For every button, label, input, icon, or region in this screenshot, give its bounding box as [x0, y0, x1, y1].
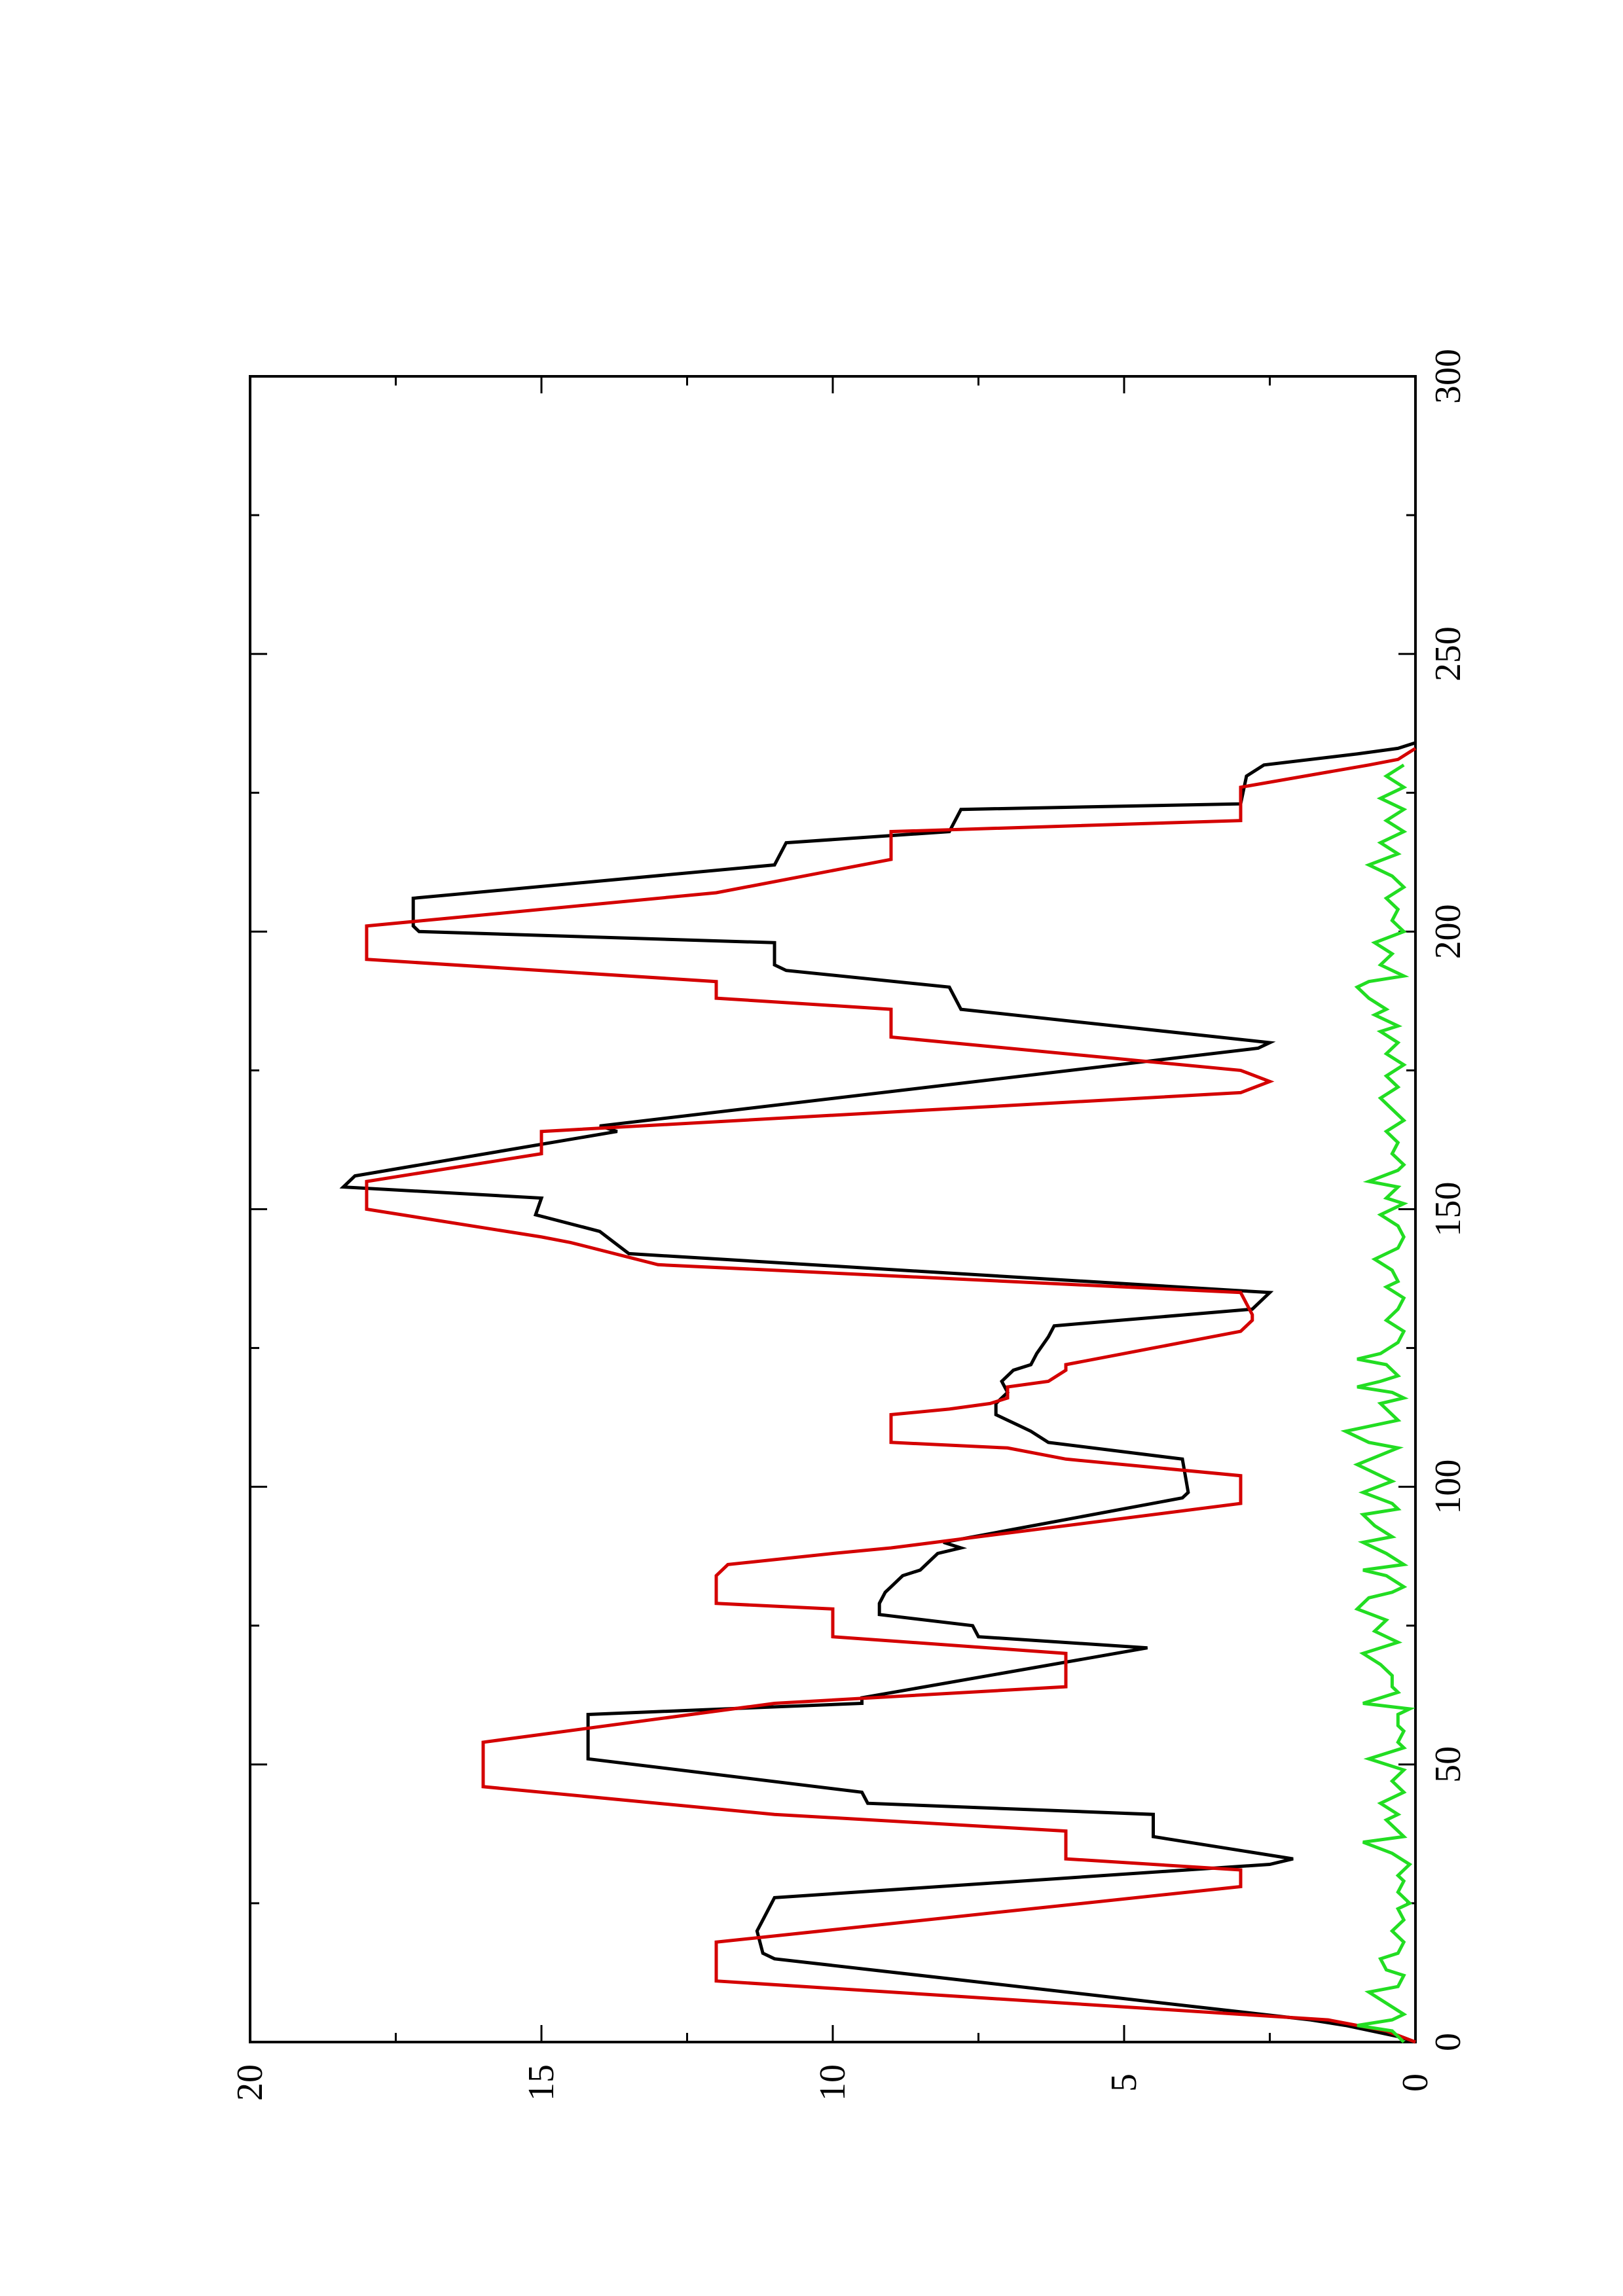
x-tick-label: 250: [1428, 626, 1468, 681]
x-axis-ticks: 0 50 100 150 200 250 300: [250, 349, 1468, 2051]
y-tick-label: 10: [812, 2064, 853, 2101]
y-tick-label: 5: [1104, 2073, 1144, 2092]
x-tick-label: 200: [1428, 904, 1468, 959]
series-line-3: [1340, 763, 1415, 2043]
y-axis-ticks: 0 5 10 15 20: [230, 376, 1436, 2101]
y-tick-label: 0: [1395, 2073, 1436, 2092]
x-tick-label: 150: [1428, 1182, 1468, 1237]
y-tick-label: 20: [230, 2064, 270, 2101]
x-tick-label: 100: [1428, 1460, 1468, 1515]
x-tick-label: 300: [1428, 349, 1468, 404]
series-line-2: [365, 747, 1417, 2044]
x-tick-label: 0: [1428, 2033, 1468, 2051]
plot-frame: [249, 375, 1417, 2043]
series-layer: [339, 741, 1417, 2044]
y-tick-label: 15: [521, 2064, 562, 2101]
series-line-1: [339, 741, 1416, 2044]
x-tick-label: 50: [1428, 1746, 1468, 1783]
